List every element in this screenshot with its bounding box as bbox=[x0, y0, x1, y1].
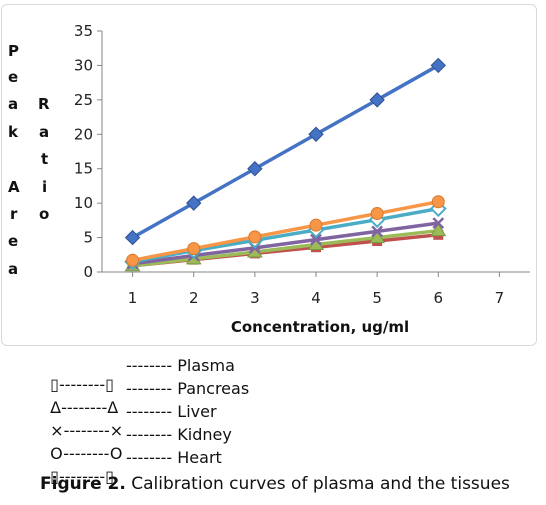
legend-symbols: Δ--------Δ bbox=[50, 398, 119, 417]
y-axis-label-part: e bbox=[8, 68, 19, 86]
x-tick-label: 1 bbox=[128, 289, 138, 307]
series-group bbox=[126, 195, 445, 267]
figure-label: Figure 2. bbox=[40, 474, 126, 494]
y-tick-label: 35 bbox=[74, 22, 93, 40]
series-group bbox=[124, 57, 446, 246]
y-tick-label: 5 bbox=[83, 229, 93, 247]
x-tick-label: 6 bbox=[434, 289, 444, 307]
y-tick-label: 25 bbox=[74, 91, 93, 109]
y-axis-label-part: P bbox=[8, 42, 19, 60]
y-axis-label-part: R bbox=[38, 95, 50, 113]
figure-caption: Figure 2. Calibration curves of plasma a… bbox=[40, 474, 510, 494]
legend-row: ▯--------▯ -------- Heart bbox=[40, 448, 222, 486]
y-axis-label-part: a bbox=[8, 260, 19, 278]
y-axis-label-part: a bbox=[8, 95, 19, 113]
legend-row: Δ--------Δ -------- Pancreas bbox=[40, 379, 249, 417]
y-axis-label-part: a bbox=[39, 123, 50, 141]
x-tick-label: 4 bbox=[311, 289, 321, 307]
y-tick-label: 30 bbox=[74, 56, 93, 74]
data-point bbox=[247, 161, 263, 177]
data-point bbox=[308, 126, 324, 142]
legend-label: -------- Pancreas bbox=[126, 379, 250, 398]
data-point bbox=[371, 225, 384, 238]
legend-row: ▯--------▯ -------- Plasma bbox=[40, 356, 235, 394]
data-point bbox=[309, 218, 323, 232]
caption-text: Calibration curves of plasma and the tis… bbox=[125, 474, 510, 494]
series-line bbox=[132, 200, 439, 263]
y-axis-label-part: t bbox=[41, 150, 49, 168]
y-tick-label: 20 bbox=[74, 125, 93, 143]
data-point bbox=[432, 217, 445, 229]
data-point bbox=[369, 92, 385, 108]
y-tick-label: 15 bbox=[74, 160, 93, 178]
series-line bbox=[132, 221, 439, 266]
data-point bbox=[248, 230, 262, 244]
legend-label: -------- Liver bbox=[126, 402, 217, 421]
legend-row: O--------O -------- Kidney bbox=[40, 425, 232, 463]
data-point bbox=[430, 222, 447, 237]
data-point bbox=[124, 229, 141, 246]
data-point bbox=[430, 57, 446, 74]
legend-row: ×--------× -------- Liver bbox=[40, 402, 216, 440]
series-line bbox=[132, 228, 439, 268]
legend-symbols: ×--------× bbox=[50, 421, 124, 440]
legend-label: -------- Heart bbox=[126, 448, 222, 467]
y-tick-label: 10 bbox=[74, 194, 93, 212]
legend-symbols: ▯--------▯ bbox=[50, 375, 114, 394]
data-point bbox=[310, 233, 322, 246]
data-point bbox=[431, 195, 445, 209]
chart-frame bbox=[1, 4, 537, 346]
y-axis-label-part: k bbox=[8, 123, 18, 141]
x-axis-label: Concentration, ug/ml bbox=[231, 318, 409, 336]
data-point bbox=[126, 253, 140, 267]
data-point bbox=[187, 242, 201, 256]
series-line bbox=[131, 63, 440, 240]
x-tick-label: 7 bbox=[495, 289, 505, 307]
y-axis-label-part: i bbox=[42, 178, 48, 196]
data-point bbox=[370, 206, 384, 220]
y-axis-label-part: r bbox=[10, 205, 18, 223]
legend-symbols: O--------O bbox=[50, 444, 123, 463]
data-point bbox=[186, 195, 202, 211]
series-line bbox=[132, 206, 439, 264]
calibration-chart: 0 5 10 15 20 25 30 35 1 2 3 4 5 6 7 Concentration, ug/m… bbox=[74, 22, 530, 336]
legend-label: -------- Plasma bbox=[126, 356, 235, 375]
y-axis-label-part: e bbox=[8, 232, 19, 250]
x-tick-label: 3 bbox=[250, 289, 260, 307]
x-tick-label: 5 bbox=[372, 289, 382, 307]
legend-symbols: ▯--------▯ bbox=[50, 467, 114, 486]
legend-label: -------- Kidney bbox=[126, 425, 232, 444]
y-axis-label-part: A bbox=[8, 178, 20, 196]
y-tick-label: 0 bbox=[83, 263, 93, 281]
y-axis-label-part: o bbox=[39, 205, 50, 223]
x-tick-label: 2 bbox=[189, 289, 199, 307]
